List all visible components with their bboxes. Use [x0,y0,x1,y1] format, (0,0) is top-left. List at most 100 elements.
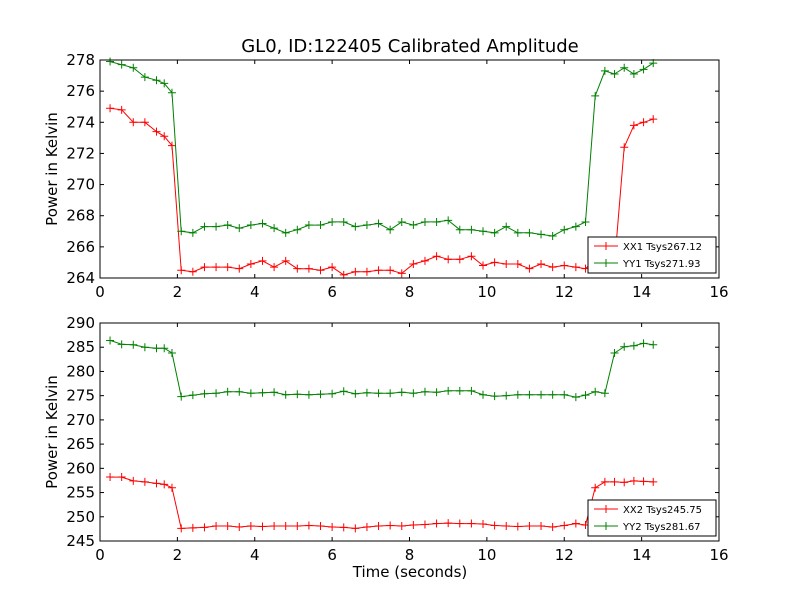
data-point [548,231,557,240]
data-point [374,389,383,398]
data-point [374,266,383,275]
data-point [386,266,395,275]
data-point [235,522,244,531]
data-point [386,389,395,398]
data-point [129,340,138,349]
legend-entry: XX1 Tsys267.12 [623,242,702,253]
data-point [610,349,619,358]
data-point [200,523,209,532]
data-point [177,266,186,275]
data-point [246,389,255,398]
x-tick-label: 16 [709,283,728,301]
data-point [160,132,169,141]
data-point [223,221,232,230]
data-point [479,261,488,270]
y-tick-label: 276 [66,82,95,100]
data-point [479,390,488,399]
data-point [246,521,255,530]
y-tick-label: 274 [66,113,95,131]
data-point [316,221,325,230]
data-point [351,267,360,276]
data-point [270,521,279,530]
data-point [140,73,149,82]
data-point [610,70,619,79]
data-point [525,264,534,273]
data-point [140,477,149,486]
data-point [490,228,499,237]
data-point [270,224,279,233]
data-point [467,225,476,234]
data-point [490,392,499,401]
data-point [258,522,267,531]
data-point [235,387,244,396]
data-point [212,263,221,272]
data-point [467,519,476,528]
x-tick-label: 8 [405,546,415,564]
data-point [281,390,290,399]
data-point [188,523,197,532]
data-point [502,222,511,231]
plot-frame [99,59,720,279]
y-tick-label: 268 [66,207,95,225]
x-tick-label: 14 [632,283,651,301]
data-point [339,387,348,396]
x-axis-label: Time (seconds) [352,563,468,581]
y-tick-label: 275 [66,387,95,405]
data-point [397,269,406,278]
y-tick-label: 270 [66,411,95,429]
data-point [639,339,648,348]
data-point [455,386,464,395]
data-point [200,222,209,231]
data-point [374,219,383,228]
data-point [513,259,522,268]
y-tick-label: 285 [66,338,95,356]
data-point [560,521,569,530]
data-point [177,524,186,533]
data-point [455,519,464,528]
data-point [591,483,600,492]
data-point [117,60,126,69]
data-point [160,79,169,88]
data-point [525,521,534,530]
data-point [235,264,244,273]
data-point [610,477,619,486]
data-point [513,228,522,237]
data-point [117,340,126,349]
legend-entry: YY1 Tsys271.93 [622,259,701,270]
data-point [537,259,546,268]
data-point [304,264,313,273]
data-point [397,217,406,226]
data-point [649,477,658,486]
x-tick-label: 16 [709,546,728,564]
data-point [432,252,441,261]
data-point [200,389,209,398]
bottom-panel: Power in Kelvin Time (seconds) 0 2 4 6 8 10 12… [43,314,729,581]
data-point [270,263,279,272]
data-point [316,266,325,275]
data-point [293,264,302,273]
x-tick-label: 8 [405,283,415,301]
data-point [386,521,395,530]
data-point [432,519,441,528]
data-point [351,222,360,231]
legend-entry: YY2 Tsys281.67 [622,522,701,533]
data-point [188,228,197,237]
data-point [160,344,169,353]
data-point [639,118,648,127]
x-tick-label: 10 [477,283,496,301]
data-point [140,118,149,127]
data-point [649,115,658,124]
data-point [177,227,186,236]
data-point [444,386,453,395]
y-tick-label: 280 [66,362,95,380]
legend: XX1 Tsys267.12 YY1 Tsys271.93 [587,236,717,274]
data-point [106,473,115,482]
data-point [479,520,488,529]
data-point [129,63,138,72]
data-point [620,342,629,351]
data-point [212,389,221,398]
data-point [304,221,313,230]
data-point [293,390,302,399]
data-point [129,118,138,127]
data-point [639,477,648,486]
